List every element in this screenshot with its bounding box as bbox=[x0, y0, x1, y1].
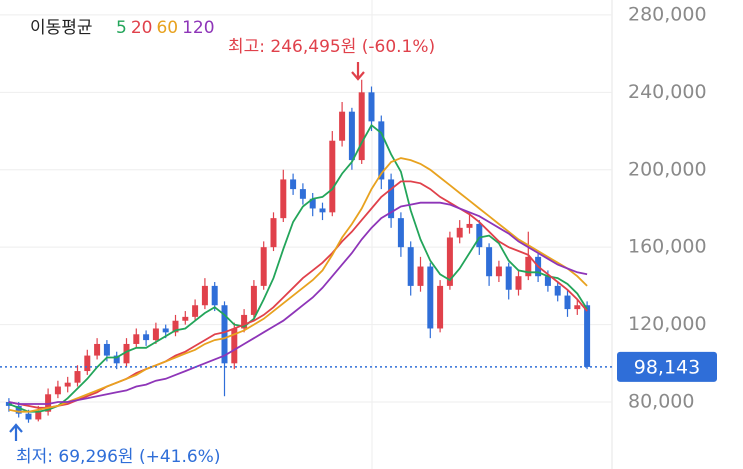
y-tick-label: 200,000 bbox=[628, 158, 707, 180]
candle-body bbox=[123, 343, 130, 364]
candle-body bbox=[201, 285, 208, 306]
candle-body bbox=[505, 266, 512, 290]
candle-body bbox=[554, 285, 561, 296]
candle-body bbox=[84, 355, 91, 372]
y-tick-label: 120,000 bbox=[628, 313, 707, 335]
candle-body bbox=[152, 328, 159, 341]
low-arrow bbox=[9, 423, 23, 441]
candle-body bbox=[15, 405, 22, 414]
candle-body bbox=[339, 111, 346, 141]
legend: 이동평균 5 20 60 120 bbox=[30, 18, 215, 38]
candle-body bbox=[241, 314, 248, 329]
candle-body bbox=[162, 328, 169, 333]
candle-body bbox=[103, 343, 110, 356]
candle-body bbox=[260, 247, 267, 286]
legend-entry: 20 bbox=[131, 18, 153, 38]
candle-body bbox=[397, 218, 404, 248]
candle-body bbox=[358, 92, 365, 161]
current-price-label: 98,143 bbox=[634, 356, 700, 378]
moving-average-line bbox=[8, 157, 588, 413]
candle-body bbox=[564, 295, 571, 310]
candle-body bbox=[172, 320, 179, 333]
moving-average-line bbox=[8, 123, 588, 413]
current-price-box bbox=[617, 351, 717, 382]
high-annotation: 최고: 246,495원 (-60.1%) bbox=[228, 37, 435, 57]
candle-body bbox=[495, 266, 502, 277]
candle-body bbox=[221, 305, 228, 364]
candle-body bbox=[466, 223, 473, 228]
candle-body bbox=[74, 371, 81, 383]
candle-body bbox=[368, 92, 375, 122]
candle-body bbox=[486, 247, 493, 277]
candle-body bbox=[25, 413, 32, 420]
high-arrow bbox=[351, 62, 365, 81]
candle-body bbox=[54, 386, 61, 395]
candle-body bbox=[35, 411, 42, 420]
candle-body bbox=[5, 402, 12, 406]
candle-body bbox=[182, 316, 189, 321]
plot bbox=[5, 79, 591, 423]
legend-title: 이동평균 bbox=[30, 18, 93, 38]
candle-body bbox=[407, 247, 414, 286]
candle-body bbox=[133, 334, 140, 344]
candle-body bbox=[250, 285, 257, 315]
candle-body bbox=[417, 266, 424, 286]
candle-body bbox=[290, 179, 297, 190]
y-tick-label: 160,000 bbox=[628, 236, 707, 258]
candle-body bbox=[299, 189, 306, 199]
candle-body bbox=[456, 227, 463, 238]
candle-body bbox=[388, 179, 395, 219]
candle-body bbox=[584, 305, 591, 367]
candle-body bbox=[446, 237, 453, 286]
candle-body bbox=[378, 121, 385, 180]
candle-body bbox=[574, 305, 581, 310]
y-tick-label: 240,000 bbox=[628, 81, 707, 103]
y-tick-label: 280,000 bbox=[628, 3, 707, 25]
candle-body bbox=[94, 343, 101, 356]
candle-body bbox=[544, 276, 551, 286]
candle-body bbox=[348, 111, 355, 161]
candle-body bbox=[329, 140, 336, 213]
candle-body bbox=[309, 198, 316, 209]
candle-body bbox=[515, 276, 522, 290]
candle-body bbox=[211, 285, 218, 306]
candle-body bbox=[64, 382, 71, 387]
low-annotation: 최저: 69,296원 (+41.6%) bbox=[16, 447, 220, 467]
legend-entry: 60 bbox=[156, 18, 178, 38]
candle-body bbox=[45, 394, 52, 412]
grid: 80,000 120,000 160,000 200,000 240,000 280,00… bbox=[0, 3, 707, 413]
candle-body bbox=[476, 223, 483, 248]
candle-body bbox=[113, 355, 120, 364]
legend-entry: 5 bbox=[116, 18, 127, 38]
candle-body bbox=[270, 218, 277, 248]
candle-body bbox=[319, 208, 326, 213]
candle-body bbox=[192, 305, 199, 317]
candle-body bbox=[525, 256, 532, 277]
candle-body bbox=[231, 328, 238, 364]
y-tick-label: 80,000 bbox=[628, 391, 694, 413]
legend-entry: 120 bbox=[182, 18, 214, 38]
candle-body bbox=[143, 334, 150, 341]
candle-body bbox=[437, 285, 444, 329]
candle-body bbox=[427, 266, 434, 329]
moving-average-line bbox=[8, 201, 588, 405]
candle-body bbox=[280, 179, 287, 219]
